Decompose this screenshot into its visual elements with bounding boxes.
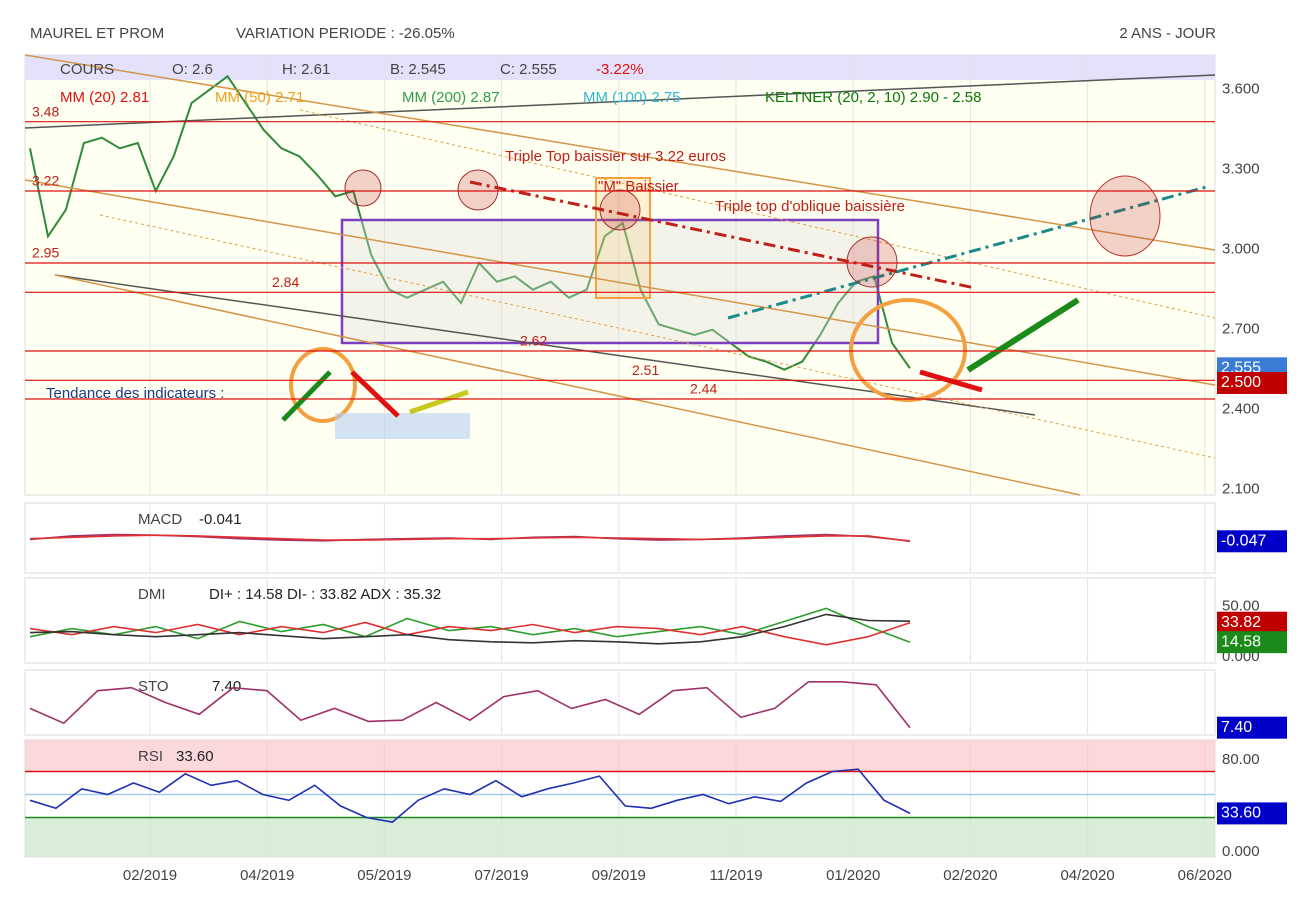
x-tick-label: 11/2019 [709, 867, 762, 884]
focus [849, 298, 967, 402]
x-tick-label: 04/2019 [240, 867, 294, 884]
period: 2 ANS - JOUR [1119, 25, 1216, 42]
legend-entry: KELTNER (20, 2, 10) 2.90 - 2.58 [765, 89, 982, 106]
arrow [409, 389, 469, 415]
panel-label: MACD [138, 511, 182, 528]
resistance [469, 180, 976, 290]
dmi-panel [24, 577, 1216, 664]
target [1089, 175, 1161, 257]
overbought-zone [25, 740, 1215, 772]
price-badge [1217, 372, 1287, 394]
annotation: Triple Top baissier sur 3.22 euros [505, 148, 726, 165]
level-label: 2.84 [272, 274, 299, 290]
y-tick-label: 3.000 [1222, 241, 1260, 258]
legend-entry: MM (20) 2.81 [60, 89, 149, 106]
legend-entry: -3.22% [596, 61, 644, 78]
annotation: Tendance des indicateurs : [46, 385, 224, 402]
x-tick-label: 07/2019 [474, 867, 528, 884]
x-tick-label: 01/2020 [826, 867, 880, 884]
y-tick-label: 80.00 [1222, 751, 1260, 768]
legend-entry: B: 2.545 [390, 61, 446, 78]
trendline [24, 74, 1216, 129]
arrow [919, 369, 983, 393]
price-badge-label: 33.60 [1221, 805, 1261, 822]
y-tick-label: 3.300 [1222, 161, 1260, 178]
zone [25, 55, 1215, 80]
price-badge [1217, 530, 1287, 553]
legend-entry: C: 2.555 [500, 61, 557, 78]
top [457, 169, 499, 211]
main-panel [24, 54, 1216, 496]
sto-panel [24, 669, 1216, 736]
annotation: Triple top d'oblique baissière [715, 198, 905, 215]
panels [24, 54, 1216, 858]
level-label: 3.22 [32, 173, 59, 189]
legend-entry: O: 2.6 [172, 61, 213, 78]
legend-entry: MM (200) 2.87 [402, 89, 500, 106]
projection [727, 184, 1211, 320]
price-badge [1217, 802, 1287, 825]
x-tick-label: 02/2019 [123, 867, 177, 884]
channel [54, 274, 1081, 496]
arrow [966, 297, 1080, 373]
price-badge-label: 14.58 [1221, 633, 1261, 650]
level-label: 2.95 [32, 245, 59, 261]
trendline [54, 274, 1036, 416]
channel [24, 54, 1216, 251]
series-line [29, 681, 911, 729]
top [846, 236, 898, 288]
title: MAUREL ET PROM [30, 25, 164, 42]
y-tick-label: 2.400 [1222, 401, 1260, 418]
panel-value: 33.60 [176, 748, 214, 765]
top [344, 169, 382, 207]
price-badge-label: 7.40 [1221, 719, 1252, 736]
x-tick-label: 05/2019 [357, 867, 411, 884]
m-box [595, 177, 651, 299]
panel-label: RSI [138, 748, 163, 765]
price-badge [1217, 631, 1287, 654]
y-tick-label: 2.100 [1222, 481, 1260, 498]
highlight [335, 413, 470, 439]
legend-entry: COURS [60, 61, 114, 78]
series-line [29, 768, 911, 823]
x-tick-label: 06/2020 [1178, 867, 1232, 884]
focus [289, 347, 357, 423]
legend-entry: MM (100) 2.75 [583, 89, 681, 106]
top [599, 189, 641, 231]
price-badge-label: -0.047 [1221, 533, 1266, 550]
y-tick-label: 50.00 [1222, 597, 1260, 614]
level-label: 3.48 [32, 103, 59, 119]
legend-entry: MM (50) 2.71 [215, 89, 304, 106]
drawings: Triple Top baissier sur 3.22 euros "M" B… [24, 54, 1216, 857]
price-badge [1217, 611, 1287, 634]
annotation: "M" Baissier [598, 178, 679, 195]
level-label: 2.62 [520, 333, 547, 349]
level-label: 2.44 [690, 381, 717, 397]
channel [99, 214, 1216, 459]
y-tick-label: 0.000 [1222, 843, 1260, 860]
price-badge [1217, 716, 1287, 739]
panel-label: STO [138, 678, 169, 695]
price-badge-label: 2.500 [1221, 374, 1261, 391]
x-tick-label: 04/2020 [1060, 867, 1114, 884]
oversold-zone [25, 817, 1215, 857]
level-label: 2.51 [632, 362, 659, 378]
arrow [350, 370, 400, 418]
x-tick-label: 09/2019 [592, 867, 646, 884]
series-line [29, 74, 911, 371]
panel-value: DI+ : 14.58 DI- : 33.82 ADX : 35.32 [209, 586, 441, 603]
panel-value: -0.041 [199, 511, 242, 528]
y-tick-label: 2.700 [1222, 321, 1260, 338]
subtitle: VARIATION PERIODE : -26.05% [236, 25, 455, 42]
panel-label: DMI [138, 586, 166, 603]
y-tick-label: 3.600 [1222, 81, 1260, 98]
price-badge-label: 33.82 [1221, 614, 1261, 631]
channel [299, 109, 1216, 319]
legend-entry: H: 2.61 [282, 61, 330, 78]
series-line [29, 613, 911, 645]
panel-value: 7.40 [212, 678, 241, 695]
x-tick-label: 02/2020 [943, 867, 997, 884]
series-line [29, 534, 911, 543]
